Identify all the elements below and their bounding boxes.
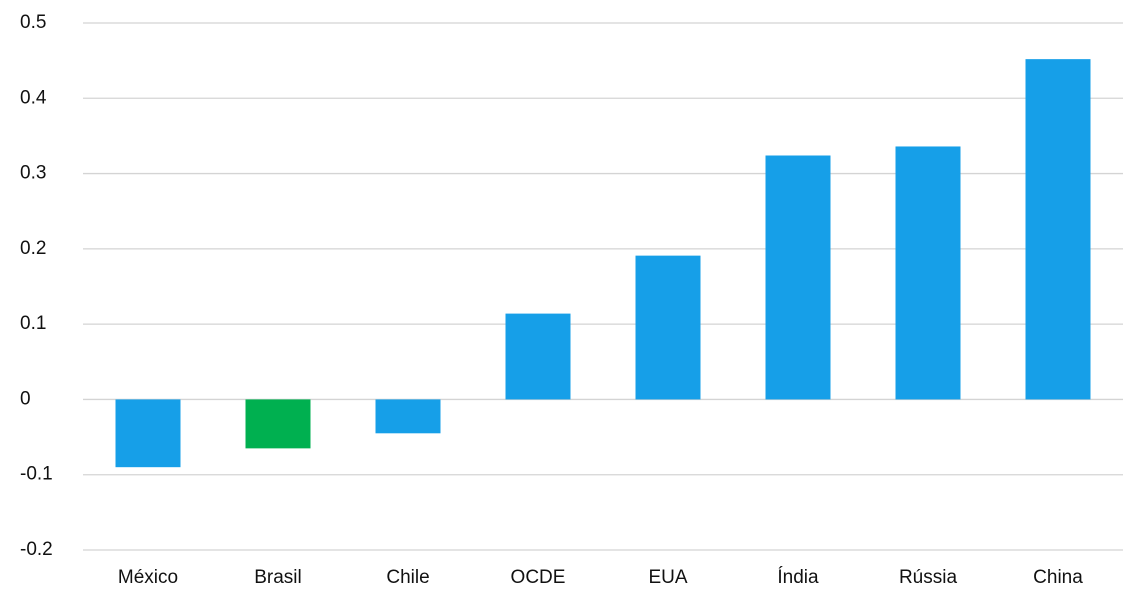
x-tick-label: China — [1033, 567, 1083, 588]
bar — [895, 146, 961, 400]
x-tick-label: Índia — [777, 567, 819, 588]
bar — [635, 255, 701, 400]
x-tick-label: Rússia — [899, 567, 958, 588]
bar — [1025, 59, 1091, 400]
y-tick-label: 0.5 — [20, 12, 46, 33]
y-tick-label: 0.3 — [20, 163, 46, 184]
y-tick-label: 0.4 — [20, 87, 47, 108]
bar — [375, 399, 441, 434]
x-tick-label: México — [118, 567, 178, 588]
bar — [245, 399, 311, 449]
x-tick-label: EUA — [648, 567, 687, 588]
x-tick-label: Chile — [386, 567, 429, 588]
bar — [115, 399, 181, 468]
y-tick-label: 0.2 — [20, 238, 46, 259]
bar — [505, 313, 571, 400]
y-tick-label: 0 — [20, 388, 31, 409]
y-tick-label: -0.2 — [20, 539, 53, 560]
x-tick-label: OCDE — [511, 567, 566, 588]
x-tick-label: Brasil — [254, 567, 302, 588]
bar — [765, 155, 831, 400]
y-tick-label: 0.1 — [20, 313, 46, 334]
y-tick-label: -0.1 — [20, 464, 53, 485]
